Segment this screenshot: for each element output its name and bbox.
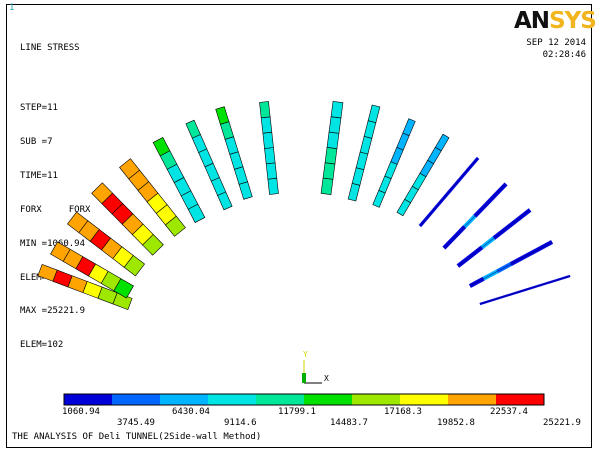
beam-segment: [359, 135, 373, 155]
info-line: LINE STRESS: [20, 42, 80, 53]
beam-segment: [378, 175, 392, 194]
beam-strut: [347, 104, 381, 202]
timestamp: SEP 12 2014 02:28:46: [520, 37, 586, 61]
info-line: SUB =7: [20, 136, 53, 147]
beam-segment: [233, 166, 249, 185]
beam-strut: [37, 264, 133, 310]
beam-segment: [328, 116, 342, 134]
beam-segment: [267, 177, 279, 195]
info-line: MAX =25221.9: [20, 306, 86, 317]
time-text: 02:28:46: [542, 50, 586, 60]
legend-swatch: [304, 394, 353, 405]
beam-segment: [363, 120, 377, 139]
beam-strut: [67, 211, 145, 277]
beam-segment: [324, 147, 338, 165]
beam-segment: [50, 241, 71, 262]
beam-segment: [434, 133, 450, 152]
legend-swatch: [256, 394, 305, 405]
info-line: MIN =1060.94: [20, 238, 86, 249]
beam-segment: [330, 101, 344, 119]
window-number: 1: [9, 3, 15, 13]
beam-segment: [402, 118, 416, 137]
beam-strut: [91, 182, 164, 256]
legend-value: 17168.3: [384, 407, 422, 417]
plot-title: THE ANALYSIS OF Deli TUNNEL(2Side-wall M…: [12, 432, 262, 442]
beam-segment: [185, 119, 201, 139]
beam-segment: [367, 104, 381, 124]
legend-swatch: [496, 394, 545, 405]
beam-strut: [320, 101, 344, 195]
beam-strut: [479, 274, 571, 306]
legend-value: 6430.04: [172, 407, 210, 417]
info-line: FORX FORX: [20, 204, 91, 215]
beam-strut: [119, 158, 186, 237]
legend-value: 9114.6: [224, 418, 257, 428]
beam-strut: [259, 101, 279, 195]
beam-strut: [442, 182, 508, 250]
legend-value: 19852.8: [437, 418, 475, 428]
legend-swatch: [64, 394, 113, 405]
legend-swatch: [112, 394, 161, 405]
beam-segment: [390, 146, 404, 165]
beam-segment: [372, 189, 386, 208]
beam-segment: [262, 131, 274, 149]
legend-value: 25221.9: [543, 418, 581, 428]
beam-segment: [347, 182, 361, 202]
date-text: SEP 12 2014: [526, 38, 586, 48]
legend-value: 1060.94: [62, 407, 100, 417]
info-line: TIME=11: [20, 170, 58, 181]
graphics-window[interactable]: [6, 4, 592, 448]
legend-swatch: [448, 394, 497, 405]
legend-value: 14483.7: [330, 418, 368, 428]
legend-swatch: [160, 394, 209, 405]
beam-elements: [37, 101, 571, 310]
beam-strut: [215, 106, 253, 200]
beam-segment: [229, 151, 244, 170]
info-line: ELEM=121: [20, 272, 64, 283]
coordinate-triad-icon: [302, 360, 322, 384]
beam-strut: [185, 119, 233, 211]
legend-value: 11799.1: [278, 407, 316, 417]
beam-strut: [50, 241, 134, 299]
beam-segment: [265, 162, 278, 180]
legend-swatch: [400, 394, 449, 405]
beam-segment: [351, 167, 365, 186]
ansys-logo: ANSYS: [514, 8, 597, 34]
legend-value: 22537.4: [490, 407, 528, 417]
beam-segment: [355, 151, 369, 171]
legend-value: 3745.49: [117, 418, 155, 428]
beam-strut: [396, 133, 450, 217]
beam-segment: [259, 101, 271, 119]
beam-segment: [264, 147, 276, 165]
beam-strut: [468, 240, 554, 288]
beam-segment: [152, 137, 171, 157]
triad-x-label: X: [324, 374, 329, 383]
beam-segment: [320, 177, 334, 195]
legend-swatch: [352, 394, 401, 405]
beam-segment: [384, 161, 398, 180]
beam-strut: [418, 156, 480, 228]
beam-segment: [224, 136, 239, 155]
info-line: ELEM=102: [20, 340, 64, 351]
beam-segment: [396, 132, 410, 151]
beam-segment: [260, 116, 273, 134]
triad-y-label: Y: [303, 350, 308, 359]
beam-segment: [322, 162, 336, 180]
beam-strut: [152, 137, 206, 223]
beam-segment: [91, 182, 113, 205]
beam-segment: [119, 158, 141, 180]
legend-swatch: [208, 394, 257, 405]
beam-segment: [37, 264, 58, 282]
beam-segment: [215, 106, 230, 125]
result-info-block: LINE STRESS STEP=11 SUB =7 TIME=11 FORX …: [20, 20, 90, 363]
info-line: STEP=11: [20, 103, 58, 114]
beam-segment: [238, 181, 253, 200]
beam-segment: [67, 211, 89, 234]
beam-strut: [456, 208, 532, 268]
beam-segment: [219, 121, 235, 140]
color-legend-bar: [63, 393, 545, 406]
beam-segment: [326, 131, 340, 149]
beam-strut: [372, 118, 416, 208]
